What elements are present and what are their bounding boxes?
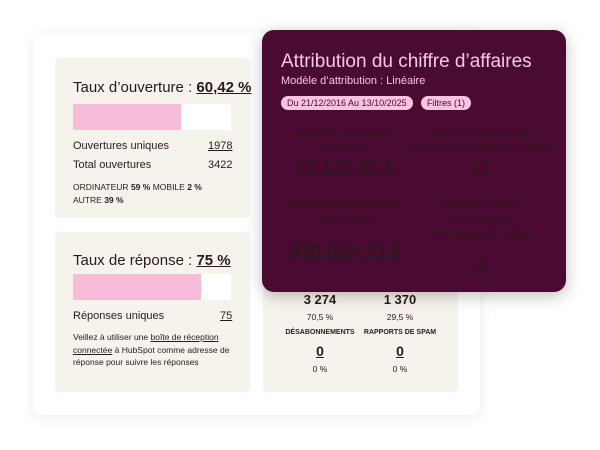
note: Veillez à utiliser une boîte de réceptio…: [73, 331, 238, 369]
stat-value: 3 274: [303, 292, 337, 307]
row-value[interactable]: 1978: [208, 140, 233, 152]
panel-title: Taux de réponse : 75 %: [73, 252, 231, 269]
stat-percent: 29,5 %: [386, 312, 414, 322]
stat-percent: 70,5 %: [306, 312, 334, 322]
metric-label: CHIFFRE D’AFFAIRES: [294, 129, 396, 139]
row-label: Total ouvertures: [73, 159, 152, 171]
stat-value[interactable]: 0: [316, 343, 324, 359]
metric-label: VALEUR TRANSACTIONS: [287, 200, 403, 210]
row-value: 3422: [208, 159, 233, 171]
device-value: 39 %: [104, 195, 124, 205]
row-value[interactable]: 75: [220, 310, 233, 322]
stat-label: RAPPORTS DE SPAM: [363, 329, 437, 336]
progress-fill: [73, 274, 201, 300]
attribution-card: [262, 30, 566, 292]
metric-value[interactable]: 930 885,70 €: [289, 241, 401, 262]
title: Taux d’ouverture :: [73, 79, 193, 96]
row-label: Réponses uniques: [73, 310, 165, 322]
filter-pill[interactable]: Filtres (1): [421, 96, 471, 110]
metric-label: CONTACTS AVEC: [441, 200, 521, 210]
devices: ORDINATEUR 59 % MOBILE 2 % AUTRE 39 %: [73, 181, 202, 207]
device-label: ORDINATEUR: [73, 182, 129, 192]
metric-label: CHIFFRE D’AFFAIRES ATTRIBUÉ: [405, 143, 557, 153]
row-label: Ouvertures uniques: [73, 140, 169, 152]
attribution-title: Attribution du chiffre d’affaires: [281, 51, 532, 72]
metric-label: D’AFFAIRES ATTRIBUÉ: [428, 228, 534, 238]
open-panel: [55, 58, 250, 218]
rate: 60,42 %: [196, 79, 252, 96]
note-text: à HubSpot comme adresse de réponse pour …: [73, 344, 230, 368]
metric-label: ASSOCIÉES: [317, 214, 373, 224]
reply-panel: [55, 232, 250, 392]
metric-value[interactable]: 29 137,65 €: [294, 157, 396, 178]
note-link[interactable]: boîte de réception connectée: [73, 332, 219, 355]
title: Taux de réponse :: [73, 252, 193, 269]
stat-value: 1 370: [383, 292, 417, 307]
metric-value[interactable]: 4: [475, 255, 487, 276]
stat-percent: 0 %: [312, 364, 328, 374]
device-value: 2 %: [187, 182, 202, 192]
stat-value[interactable]: 0: [396, 343, 404, 359]
stat-percent: 0 %: [392, 364, 408, 374]
rate: 75 %: [196, 252, 231, 269]
metric-label: UN CHIFFRE: [451, 214, 511, 224]
metric-label: TRANSACTIONS AVEC: [429, 129, 533, 139]
stat-label: DÉSABONNEMENTS: [285, 329, 355, 336]
device-value: 59 %: [130, 182, 151, 192]
attribution-subtitle: Modèle d’attribution : Linéaire: [281, 75, 426, 87]
panel-title: Taux d’ouverture : 60,42 %: [73, 79, 251, 96]
date-pill[interactable]: Du 21/12/2016 Au 13/10/2025: [281, 96, 413, 110]
device-label: AUTRE: [73, 195, 102, 205]
progress-fill: [73, 104, 181, 130]
metric-value[interactable]: 21: [470, 157, 492, 178]
device-label: MOBILE: [152, 182, 185, 192]
metric-label: ATTRIBUÉ: [321, 143, 369, 153]
note-text: Veillez à utiliser une: [73, 332, 149, 342]
